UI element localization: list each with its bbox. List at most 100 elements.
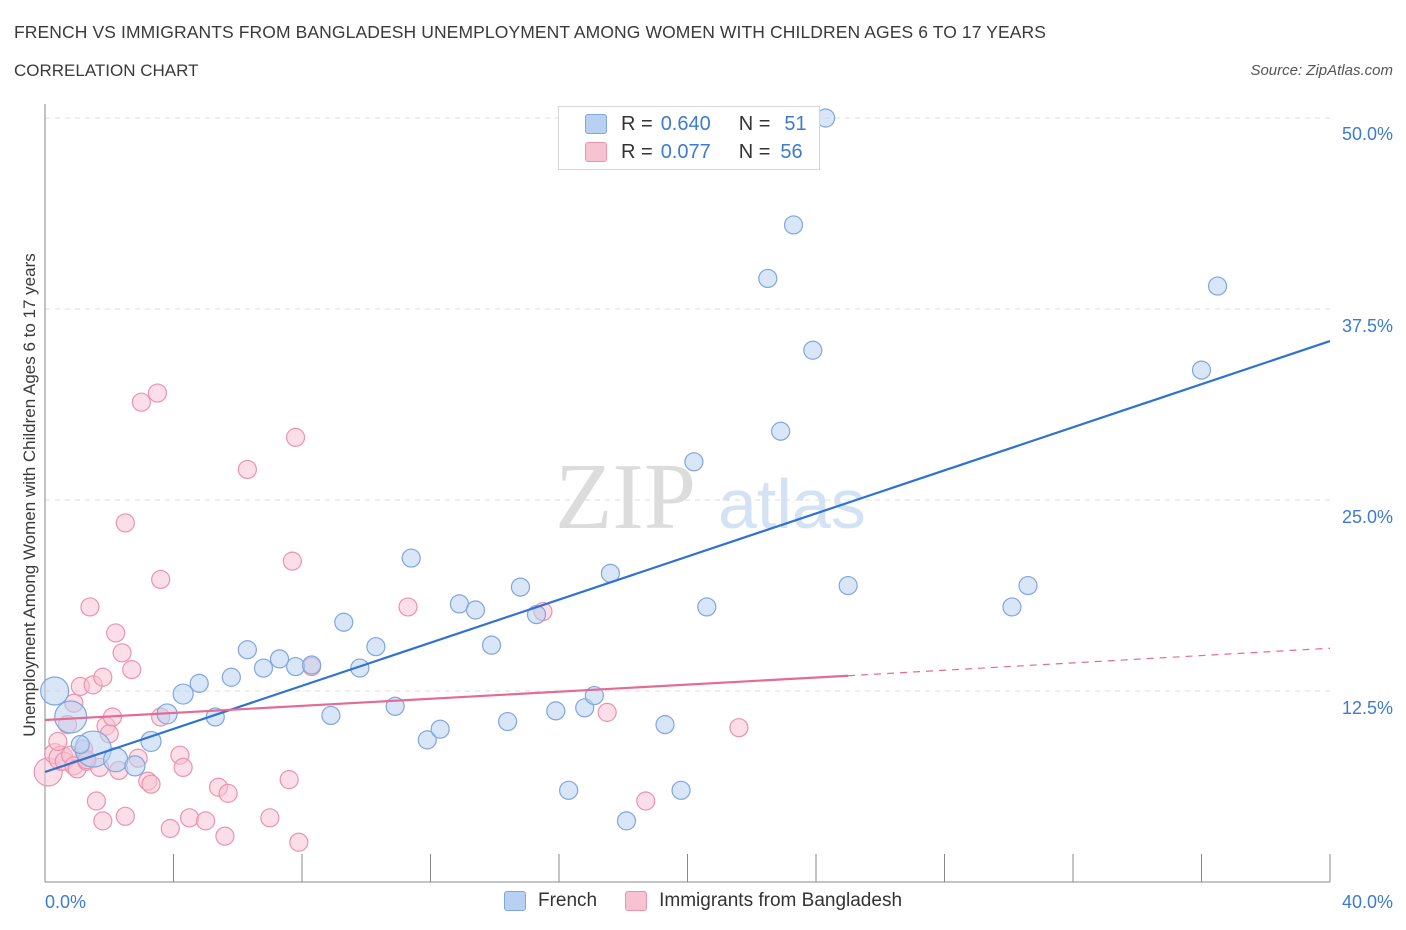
french-point — [655, 715, 675, 735]
french-point — [253, 658, 274, 678]
french-point — [140, 730, 162, 753]
bangladesh-point — [106, 623, 126, 643]
y-tick-label: 50.0% — [1342, 124, 1393, 144]
y-tick-label: 12.5% — [1342, 698, 1393, 718]
bangladesh-point — [729, 718, 749, 738]
legend-label: French — [537, 890, 598, 911]
french-point — [758, 268, 778, 289]
french-point — [526, 604, 547, 625]
french-point — [803, 340, 823, 360]
french-point — [783, 215, 804, 235]
french-point — [172, 683, 194, 705]
french-point — [189, 673, 209, 693]
bangladesh-point — [112, 643, 132, 663]
french-point — [616, 811, 637, 831]
french-point — [1207, 276, 1228, 296]
bangladesh-point — [218, 783, 238, 803]
r-value: 0.640 — [660, 112, 711, 135]
stats-legend: R = 0.640 N = 51 R = 0.077 N = 56 — [558, 106, 820, 170]
bangladesh-point — [237, 459, 257, 480]
french-point — [498, 711, 518, 732]
french-point — [671, 780, 691, 800]
french-point — [350, 658, 370, 678]
bangladesh-trend-extension — [848, 647, 1331, 677]
chart-title: FRENCH VS IMMIGRANTS FROM BANGLADESH UNE… — [14, 22, 1047, 42]
bangladesh-point — [151, 569, 171, 590]
bangladesh-point — [196, 811, 216, 831]
trend-lines — [44, 340, 1331, 774]
bangladesh-swatch — [585, 142, 607, 162]
n-value: 51 — [784, 112, 807, 135]
legend-label: Immigrants from Bangladesh — [659, 890, 903, 911]
r-value: 0.077 — [660, 140, 711, 163]
legend-item-french: French — [503, 890, 598, 912]
bangladesh-point — [131, 392, 151, 412]
bangladesh-point — [636, 791, 656, 811]
french-trend-line — [44, 340, 1331, 774]
n-label: N = — [738, 140, 771, 163]
bangladesh-trend-line — [44, 674, 849, 722]
french-point — [684, 452, 704, 472]
french-point — [1018, 575, 1038, 596]
bangladesh-point — [141, 774, 161, 794]
bangladesh-point — [173, 757, 193, 778]
bangladesh-point — [398, 597, 418, 617]
french-point — [584, 685, 604, 706]
french-point — [269, 649, 290, 669]
bangladesh-point — [279, 770, 299, 790]
bangladesh-point — [215, 826, 235, 846]
bangladesh-point — [93, 667, 113, 687]
french-swatch — [503, 891, 526, 911]
bangladesh-point — [160, 818, 180, 839]
french-point — [40, 676, 70, 706]
bangladesh-point — [80, 597, 100, 617]
source-label: Source: ZipAtlas.com — [1250, 62, 1393, 79]
legend-row-french: R = 0.640 N = 51 — [585, 111, 807, 137]
french-point — [221, 667, 241, 687]
french-point — [697, 597, 717, 617]
tick-labels: 50.0% 37.5% 25.0% 12.5% 0.0% 40.0% — [45, 124, 1393, 912]
french-point — [417, 730, 437, 750]
bangladesh-point — [93, 811, 113, 831]
french-point — [449, 594, 470, 614]
bangladesh-point — [597, 702, 617, 722]
x-tick-label: 0.0% — [45, 892, 86, 912]
y-tick-label: 25.0% — [1342, 507, 1393, 527]
bangladesh-point — [289, 832, 309, 852]
watermark-zip: ZIP — [555, 445, 696, 549]
french-point — [481, 635, 502, 655]
bangladesh-point — [115, 806, 135, 826]
french-points — [40, 108, 1228, 831]
y-tick-label: 37.5% — [1342, 316, 1393, 336]
bangladesh-point — [179, 808, 200, 828]
bangladesh-point — [282, 551, 302, 571]
bangladesh-point — [115, 513, 135, 533]
watermark: ZIP atlas — [555, 445, 866, 549]
bangladesh-point — [285, 427, 306, 447]
french-swatch — [585, 114, 607, 134]
legend-item-bangladesh: Immigrants from Bangladesh — [625, 890, 902, 912]
french-point — [546, 701, 566, 721]
bangladesh-point — [86, 791, 107, 811]
french-point — [70, 734, 90, 755]
french-point — [771, 421, 791, 441]
bangladesh-point — [122, 660, 142, 680]
french-point — [465, 600, 486, 620]
french-point — [430, 719, 450, 739]
r-label: R = — [621, 140, 653, 163]
french-point — [302, 655, 322, 675]
french-point — [1191, 360, 1212, 380]
bangladesh-point — [260, 808, 280, 828]
r-label: R = — [621, 112, 653, 135]
n-value: 56 — [780, 140, 803, 163]
bangladesh-swatch — [625, 891, 648, 911]
x-tick-label: 40.0% — [1342, 892, 1393, 912]
series-legend: French Immigrants from Bangladesh — [0, 890, 1406, 912]
french-point — [1002, 597, 1022, 617]
chart-subtitle: CORRELATION CHART — [14, 61, 199, 80]
french-point — [366, 637, 386, 657]
n-label: N = — [738, 112, 771, 135]
french-point — [559, 780, 579, 800]
french-point — [321, 705, 341, 726]
